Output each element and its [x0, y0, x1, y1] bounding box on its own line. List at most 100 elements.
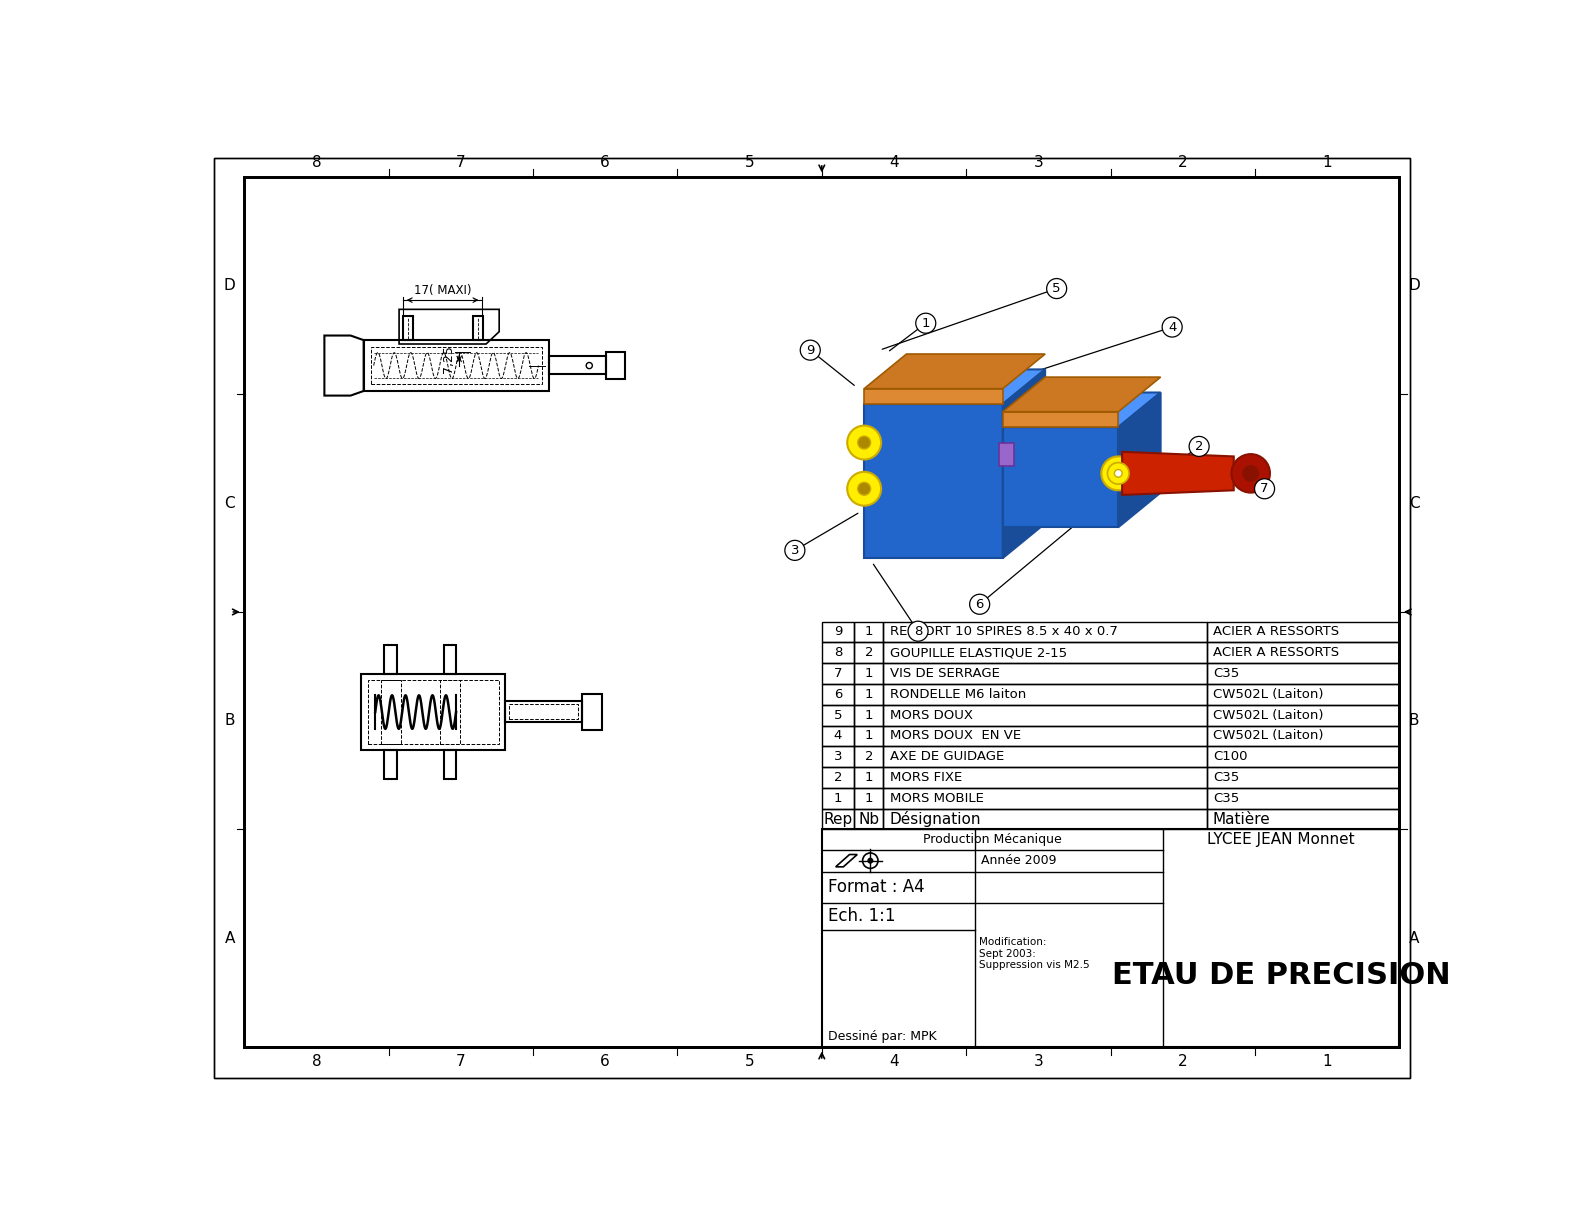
Circle shape — [1047, 279, 1066, 299]
Bar — [1207, 684, 1399, 705]
Text: 4: 4 — [1167, 321, 1177, 334]
Polygon shape — [865, 354, 1045, 389]
Circle shape — [784, 540, 805, 561]
Circle shape — [847, 426, 881, 459]
Text: 5: 5 — [1052, 282, 1061, 295]
Text: 1: 1 — [1323, 1054, 1332, 1069]
Text: Désignation: Désignation — [890, 812, 980, 827]
Text: 7: 7 — [1261, 482, 1269, 496]
Bar — [367, 679, 499, 744]
Text: 6: 6 — [600, 154, 610, 170]
Text: RONDELLE M6 laiton: RONDELLE M6 laiton — [890, 688, 1026, 701]
Text: CW502L (Laiton): CW502L (Laiton) — [1213, 709, 1324, 722]
Bar — [505, 701, 581, 722]
Text: 1: 1 — [833, 792, 843, 805]
Bar — [884, 726, 1207, 747]
Bar — [371, 348, 542, 384]
Text: 7: 7 — [833, 667, 843, 681]
Text: 7: 7 — [456, 1054, 466, 1069]
Text: 1: 1 — [865, 625, 873, 639]
Text: C35: C35 — [1213, 771, 1239, 785]
Text: C35: C35 — [1213, 667, 1239, 681]
Text: B: B — [225, 714, 234, 728]
Text: CW502L (Laiton): CW502L (Laiton) — [1213, 730, 1324, 743]
Bar — [444, 645, 456, 674]
Circle shape — [1243, 465, 1258, 481]
Text: 1: 1 — [865, 688, 873, 701]
Text: 7,25: 7,25 — [442, 345, 455, 373]
Text: 17( MAXI): 17( MAXI) — [413, 284, 472, 297]
Text: ACIER A RESSORTS: ACIER A RESSORTS — [1213, 625, 1338, 639]
Bar — [1207, 663, 1399, 684]
Bar — [854, 705, 884, 726]
Bar — [402, 316, 413, 340]
Bar — [1207, 622, 1399, 643]
Bar — [822, 684, 854, 705]
Text: 9: 9 — [806, 344, 814, 356]
Bar — [444, 750, 456, 778]
Bar — [854, 643, 884, 663]
Text: CW502L (Laiton): CW502L (Laiton) — [1213, 688, 1324, 701]
Bar — [607, 351, 626, 379]
Bar — [884, 705, 1207, 726]
Text: 8: 8 — [312, 154, 322, 170]
Circle shape — [868, 858, 873, 863]
Text: RESSORT 10 SPIRES 8.5 x 40 x 0.7: RESSORT 10 SPIRES 8.5 x 40 x 0.7 — [890, 625, 1117, 639]
Circle shape — [1115, 470, 1121, 477]
Text: B: B — [1408, 714, 1419, 728]
Text: C35: C35 — [1213, 792, 1239, 805]
Text: 1: 1 — [865, 771, 873, 785]
Bar — [854, 663, 884, 684]
Bar — [385, 645, 396, 674]
Text: 6: 6 — [600, 1054, 610, 1069]
Text: AXE DE GUIDAGE: AXE DE GUIDAGE — [890, 750, 1004, 764]
Text: Production Mécanique: Production Mécanique — [923, 834, 1061, 846]
Text: 9: 9 — [833, 625, 843, 639]
Bar — [884, 663, 1207, 684]
Polygon shape — [1000, 443, 1014, 465]
Text: 3: 3 — [1033, 154, 1044, 170]
Text: Rep: Rep — [824, 812, 852, 826]
Polygon shape — [1003, 393, 1161, 427]
Bar — [884, 747, 1207, 767]
Text: LYCEE JEAN Monnet: LYCEE JEAN Monnet — [1207, 832, 1354, 847]
Bar — [1207, 643, 1399, 663]
Text: 4: 4 — [833, 730, 843, 743]
Text: 1: 1 — [865, 730, 873, 743]
Bar — [1207, 747, 1399, 767]
Bar — [581, 694, 602, 730]
Bar — [822, 788, 854, 809]
Text: Année 2009: Année 2009 — [982, 854, 1057, 867]
Bar — [884, 643, 1207, 663]
Polygon shape — [1003, 411, 1118, 427]
Text: 2: 2 — [1178, 1054, 1188, 1069]
Polygon shape — [1003, 427, 1118, 528]
Text: 2: 2 — [833, 771, 843, 785]
Text: Dessiné par: MPK: Dessiné par: MPK — [828, 1029, 936, 1043]
Bar — [364, 340, 550, 390]
Bar — [854, 747, 884, 767]
Bar — [854, 684, 884, 705]
Polygon shape — [1003, 377, 1161, 411]
Text: Format : A4: Format : A4 — [828, 879, 925, 896]
Bar — [822, 726, 854, 747]
Bar — [854, 622, 884, 643]
Circle shape — [1112, 466, 1125, 480]
Text: 5: 5 — [744, 154, 754, 170]
Bar — [361, 673, 505, 750]
Bar — [1207, 767, 1399, 788]
Text: 3: 3 — [833, 750, 843, 764]
Text: 6: 6 — [833, 688, 843, 701]
Text: 6: 6 — [976, 597, 984, 611]
Text: D: D — [1408, 278, 1419, 294]
Text: 4: 4 — [889, 1054, 898, 1069]
Text: 5: 5 — [744, 1054, 754, 1069]
Circle shape — [1107, 463, 1129, 485]
Text: 1: 1 — [1323, 154, 1332, 170]
Circle shape — [916, 313, 936, 333]
Text: 3: 3 — [1033, 1054, 1044, 1069]
Polygon shape — [865, 404, 1003, 558]
Text: 1: 1 — [865, 667, 873, 681]
Circle shape — [1190, 437, 1209, 457]
Text: Ech. 1:1: Ech. 1:1 — [828, 907, 895, 925]
